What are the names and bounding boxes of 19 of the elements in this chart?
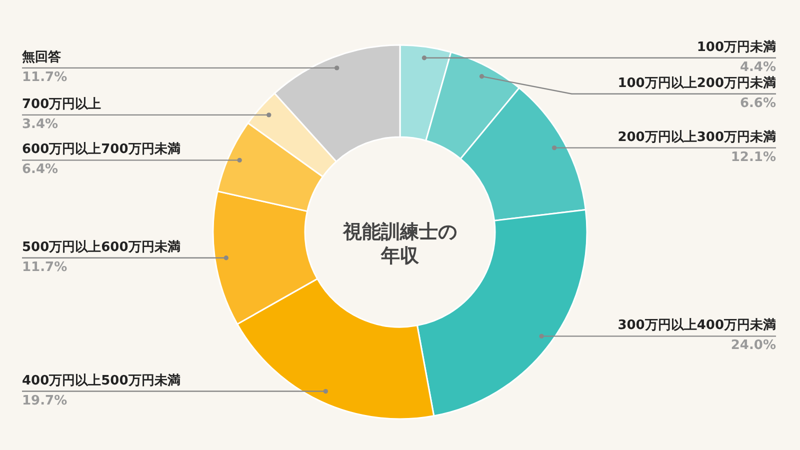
data-label: 3.4% [22, 116, 58, 132]
data-label: 11.7% [22, 260, 68, 275]
slice-label: 300万円以上400万円未満 [618, 318, 776, 334]
slice-label: 無回答 [21, 50, 61, 65]
data-label: 6.4% [22, 162, 58, 178]
data-label: 19.7% [22, 393, 68, 408]
slice-label: 100万円以上200万円未満 [618, 76, 776, 91]
slice-label: 200万円以上300万円未満 [618, 130, 776, 145]
slice-label: 100万円未満 [696, 40, 776, 55]
slice-label: 600万円以上700万円未満 [22, 142, 180, 158]
slice-label: 500万円以上600万円未満 [22, 240, 180, 255]
data-label: 24.0% [730, 338, 776, 354]
text: 視能訓練士の年収 [342, 221, 457, 267]
slice-label: 400万円以上500万円未満 [22, 373, 180, 388]
data-label: 4.4% [740, 60, 776, 75]
data-label: 12.1% [730, 150, 776, 165]
data-label: 6.6% [740, 96, 776, 111]
slice-label: 700万円以上 [22, 96, 102, 112]
data-label: 11.7% [22, 70, 68, 85]
